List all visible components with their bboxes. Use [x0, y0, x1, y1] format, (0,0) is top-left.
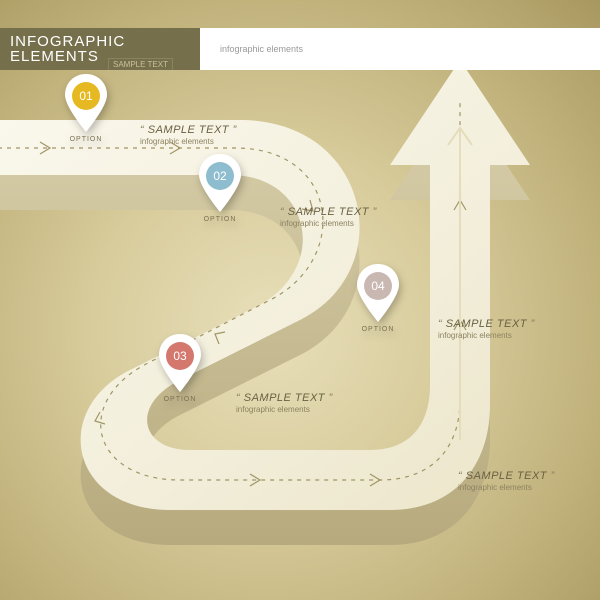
label-3: SAMPLE TEXTinfographic elements	[236, 392, 333, 414]
pin-option-label: OPTION	[204, 216, 237, 223]
label-sub: infographic elements	[280, 219, 377, 228]
pin-option-label: OPTION	[362, 326, 395, 333]
header: INFOGRAPHIC ELEMENTS infographic element…	[0, 28, 600, 70]
label-1: SAMPLE TEXTinfographic elements	[140, 124, 237, 146]
label-sub: infographic elements	[458, 483, 555, 492]
pin-number: 04	[364, 272, 392, 300]
label-2: SAMPLE TEXTinfographic elements	[280, 206, 377, 228]
pin-04: 04OPTION	[354, 262, 402, 324]
label-sample: SAMPLE TEXT	[236, 392, 333, 404]
label-sub: infographic elements	[236, 405, 333, 414]
pin-option-label: OPTION	[164, 396, 197, 403]
pin-number: 03	[166, 342, 194, 370]
header-right: infographic elements	[200, 28, 600, 70]
header-title-1: INFOGRAPHIC	[10, 34, 190, 49]
pin-option-label: OPTION	[70, 136, 103, 143]
pin-01: 01OPTION	[62, 72, 110, 134]
pin-02: 02OPTION	[196, 152, 244, 214]
label-sample: SAMPLE TEXT	[280, 206, 377, 218]
header-subtitle-box: SAMPLE TEXT	[108, 54, 173, 72]
pin-03: 03OPTION	[156, 332, 204, 394]
header-subtitle: SAMPLE TEXT	[108, 58, 173, 71]
label-sub: infographic elements	[438, 331, 535, 340]
label-sample: SAMPLE TEXT	[458, 470, 555, 482]
label-4: SAMPLE TEXTinfographic elements	[438, 318, 535, 340]
header-right-text: infographic elements	[220, 44, 303, 54]
label-sub: infographic elements	[140, 137, 237, 146]
label-sample: SAMPLE TEXT	[438, 318, 535, 330]
pin-number: 01	[72, 82, 100, 110]
pin-number: 02	[206, 162, 234, 190]
label-5: SAMPLE TEXTinfographic elements	[458, 470, 555, 492]
label-sample: SAMPLE TEXT	[140, 124, 237, 136]
